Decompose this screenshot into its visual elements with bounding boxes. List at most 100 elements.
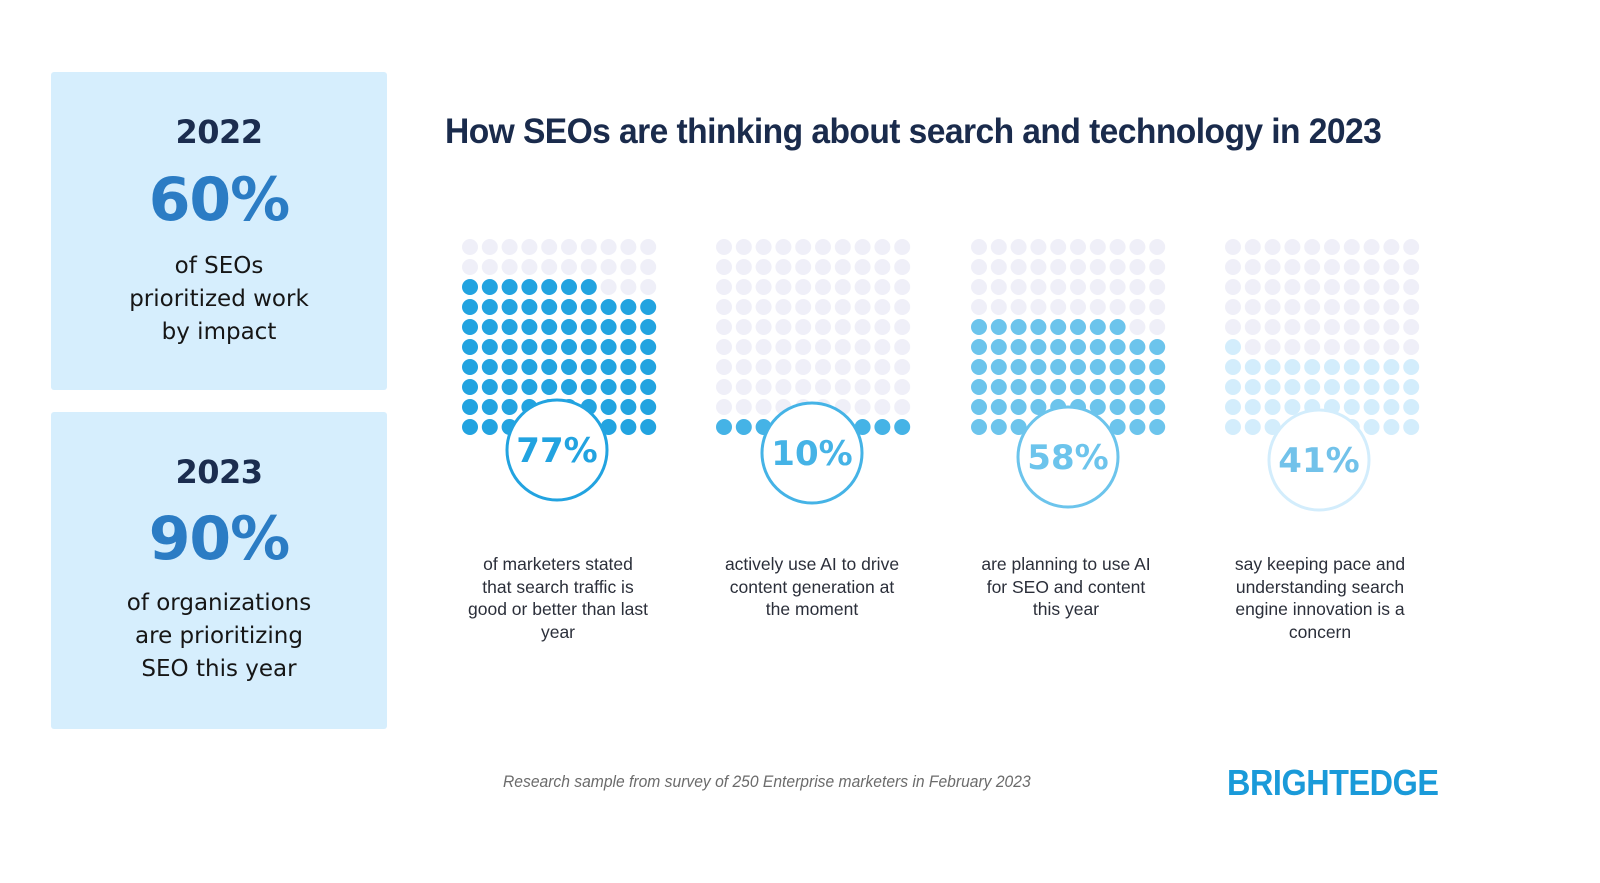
waffle-dot-filled [462, 359, 478, 375]
description-line: that search traffic is [482, 576, 634, 597]
waffle-dot-empty [990, 279, 1007, 295]
waffle-dot-filled [1225, 339, 1241, 355]
waffle-dot-empty [1030, 279, 1047, 295]
percent-label: 77% [516, 431, 597, 471]
waffle-dot-empty [600, 279, 617, 295]
waffle-dot-filled [1010, 339, 1027, 355]
waffle-dot-filled [1244, 359, 1261, 375]
waffle-dot-filled [1109, 319, 1126, 335]
waffle-dot-filled [990, 379, 1007, 395]
waffle-dot-filled [640, 339, 657, 355]
waffle-dot-empty [1089, 259, 1106, 275]
waffle-dot-empty [755, 339, 772, 355]
description-line: concern [1288, 621, 1352, 642]
waffle-dot-filled [640, 419, 657, 435]
waffle-dot-empty [854, 279, 871, 295]
waffle-dot-empty [874, 299, 891, 315]
waffle-dot-empty [834, 379, 851, 395]
waffle-dot-filled [1109, 359, 1126, 375]
waffle-dot-filled [561, 299, 577, 315]
waffle-dot-filled [1070, 359, 1086, 375]
waffle-dot-empty [600, 259, 617, 275]
waffle-dot-empty [854, 359, 871, 375]
waffle-dot-filled [1149, 339, 1166, 355]
waffle-dot-empty [1225, 299, 1241, 315]
waffle-dot-empty [795, 239, 812, 255]
waffle-dot-filled [971, 359, 987, 375]
waffle-dot-empty [815, 299, 831, 315]
waffle-dot-empty [854, 399, 871, 415]
waffle-dot-empty [716, 259, 732, 275]
waffle-dot-empty [795, 299, 812, 315]
waffle-dot-filled [1225, 399, 1241, 415]
waffle-dot-filled [521, 379, 538, 395]
waffle-dot-empty [834, 279, 851, 295]
waffle-dot-empty [1109, 259, 1126, 275]
waffle-dot-filled [990, 399, 1007, 415]
waffle-dot-filled [541, 319, 558, 335]
waffle-dot-filled [561, 319, 577, 335]
waffle-dot-empty [1225, 279, 1241, 295]
waffle-dot-filled [1383, 359, 1400, 375]
waffle-dot-filled [541, 379, 558, 395]
waffle-dot-filled [580, 359, 597, 375]
waffle-dot-empty [716, 399, 732, 415]
waffle-dot-filled [462, 399, 478, 415]
waffle-dot-empty [501, 239, 518, 255]
waffle-dot-filled [1030, 399, 1047, 415]
waffle-dot-filled [620, 339, 637, 355]
waffle-dot-empty [795, 319, 812, 335]
waffle-dot-filled [481, 419, 498, 435]
waffle-dot-empty [716, 339, 732, 355]
waffle-dot-empty [1030, 239, 1047, 255]
waffle-dot-empty [755, 359, 772, 375]
waffle-dot-filled [1010, 419, 1027, 435]
waffle-dot-empty [874, 319, 891, 335]
waffle-dot-empty [1050, 279, 1067, 295]
waffle-dot-filled [541, 339, 558, 355]
waffle-dot-empty [874, 239, 891, 255]
waffle-dot-empty [1383, 259, 1400, 275]
waffle-dot-empty [1284, 339, 1301, 355]
waffle-dot-filled [481, 379, 498, 395]
stat-description-line: of organizations [126, 590, 312, 616]
waffle-dot-filled [501, 359, 518, 375]
waffle-dot-filled [1403, 419, 1420, 435]
waffle-dot-filled [1383, 379, 1400, 395]
waffle-dot-filled [1244, 419, 1261, 435]
waffle-dot-empty [815, 379, 831, 395]
waffle-dot-filled [1070, 339, 1086, 355]
waffle-dot-filled [1149, 419, 1166, 435]
waffle-dot-empty [620, 279, 637, 295]
waffle-dot-filled [990, 419, 1007, 435]
stat-year: 2023 [175, 453, 263, 491]
waffle-dot-filled [1050, 339, 1067, 355]
waffle-dot-filled [1030, 379, 1047, 395]
waffle-dot-empty [1304, 239, 1321, 255]
waffle-dot-empty [874, 359, 891, 375]
waffle-dot-filled [1149, 359, 1166, 375]
waffle-dot-empty [735, 279, 752, 295]
waffle-dot-filled [620, 379, 637, 395]
waffle-dot-filled [462, 319, 478, 335]
waffle-dot-filled [1109, 419, 1126, 435]
waffle-dot-empty [1383, 279, 1400, 295]
waffle-41: 41% [1225, 239, 1420, 512]
waffle-dot-filled [1050, 319, 1067, 335]
waffle-dot-empty [716, 279, 732, 295]
waffle-dot-empty [874, 259, 891, 275]
waffle-77: 77% [462, 239, 657, 502]
waffle-dot-empty [894, 259, 911, 275]
waffle-dot-filled [1030, 359, 1047, 375]
waffle-dot-filled [1324, 359, 1340, 375]
waffle-dot-filled [561, 359, 577, 375]
waffle-dot-empty [1225, 259, 1241, 275]
waffle-dot-filled [481, 299, 498, 315]
waffle-dot-empty [795, 279, 812, 295]
waffle-dot-empty [874, 279, 891, 295]
waffle-dot-filled [1383, 419, 1400, 435]
stat-description: of SEOs prioritized work by impact [51, 250, 387, 349]
waffle-dot-empty [1264, 239, 1281, 255]
description-line: actively use AI to drive [724, 554, 900, 574]
waffle-dot-empty [834, 319, 851, 335]
